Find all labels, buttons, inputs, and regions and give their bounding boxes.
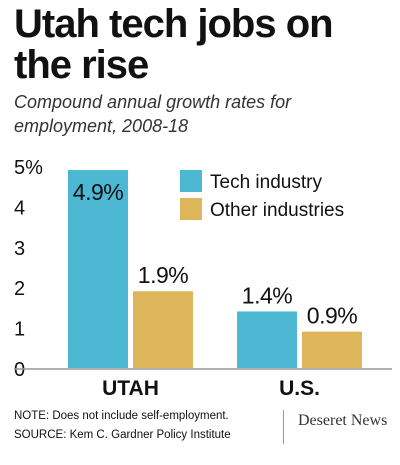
x-category-label: UTAH — [102, 377, 159, 400]
bar-tech-us — [237, 311, 297, 368]
chart-title: Utah tech jobs on the rise — [14, 2, 334, 87]
bar-other-us — [302, 331, 362, 368]
chart-subtitle: Compound annual growth rates for employm… — [14, 92, 292, 136]
y-tick-label: 3 — [14, 238, 25, 260]
x-category-label: U.S. — [279, 377, 320, 400]
y-tick-label: 4 — [14, 197, 25, 219]
bar-value-label: 1.9% — [138, 262, 188, 288]
brand-logo: Deseret News — [298, 412, 388, 429]
y-tick-label: 2 — [14, 278, 25, 300]
y-tick-label: 0 — [14, 359, 25, 381]
legend-label-other: Other industries — [210, 200, 344, 221]
brand-divider — [283, 410, 284, 444]
y-tick-label: 5% — [14, 157, 43, 179]
chart-note: NOTE: Does not include self-employment. — [14, 410, 229, 422]
bar-value-label: 0.9% — [307, 303, 357, 329]
legend-swatch-other — [180, 198, 202, 220]
chart-source: SOURCE: Kem C. Gardner Policy Institute — [14, 429, 231, 441]
y-tick-label: 1 — [14, 319, 25, 341]
bar-tech-utah — [68, 170, 128, 368]
legend-swatch-tech — [180, 170, 202, 192]
bar-value-label: 4.9% — [73, 179, 123, 205]
bar-other-utah — [133, 291, 193, 368]
legend-label-tech: Tech industry — [210, 172, 322, 193]
bar-value-label: 1.4% — [242, 282, 292, 308]
